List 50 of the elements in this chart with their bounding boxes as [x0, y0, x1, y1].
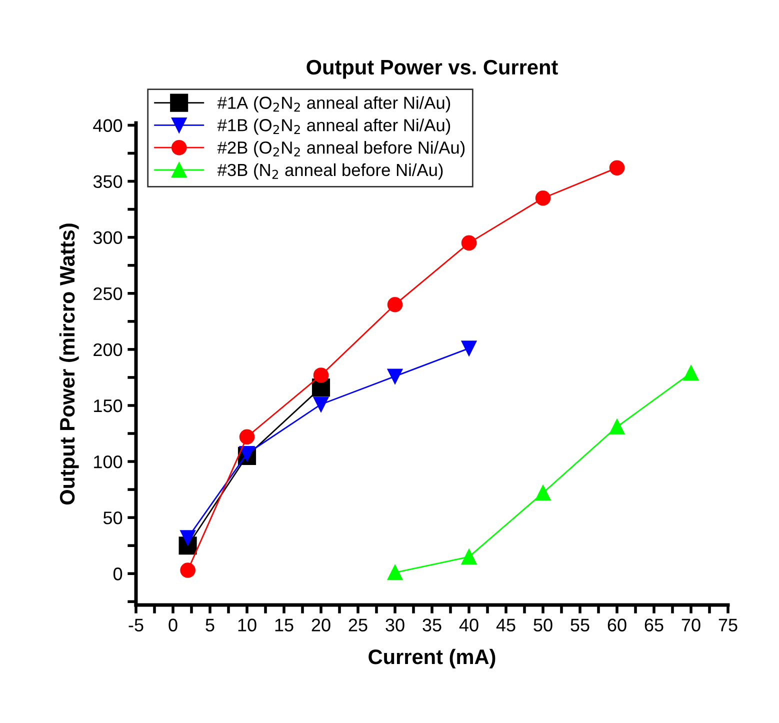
x-tick-label: 70 [682, 618, 700, 632]
y-tick-label: 250 [94, 287, 122, 300]
y-tick-label: 150 [94, 399, 122, 412]
legend-label: #1A (O$_{2}$N$_{2}$ anneal after Ni/Au) [217, 96, 450, 112]
chart-title: Output Power vs. Current [306, 60, 558, 79]
point [180, 562, 196, 578]
x-tick-label: 0 [168, 618, 178, 632]
x-tick-label: -5 [128, 618, 144, 632]
y-tick-label: 400 [93, 119, 122, 132]
point [683, 365, 699, 381]
legend-label: #1B (O$_{2}$N$_{2}$ anneal after Ni/Au) [217, 118, 450, 135]
x-tick-label: 10 [238, 618, 256, 632]
y-tick-label: 350 [93, 175, 122, 188]
x-tick-label: 5 [206, 618, 214, 632]
point [239, 429, 255, 444]
point [609, 160, 625, 176]
y-tick-label: 100 [94, 455, 122, 468]
point [461, 340, 477, 356]
point [180, 530, 196, 546]
point [313, 396, 329, 412]
x-tick-label: 55 [570, 618, 590, 632]
point [461, 549, 477, 564]
x-tick-label: 30 [386, 618, 404, 632]
legend-label: #2B (O$_{2}$N$_{2}$ anneal before Ni/Au) [217, 140, 465, 158]
x-tick-label: 50 [534, 618, 552, 632]
point [535, 190, 551, 206]
x-tick-label: 35 [422, 618, 442, 632]
x-tick-label: 60 [608, 618, 626, 632]
y-tick-label: 0 [113, 568, 122, 580]
point [609, 419, 625, 434]
x-tick-label: 45 [496, 618, 516, 632]
x-tick-label: 65 [644, 618, 664, 632]
x-tick-label: 25 [348, 618, 368, 632]
x-tick-label: 20 [312, 618, 330, 632]
point [387, 564, 403, 580]
x-tick-label: 40 [459, 618, 478, 632]
point [535, 485, 551, 501]
legend-label: #3B (N$_{2}$ anneal before Ni/Au) [217, 163, 443, 180]
point [313, 368, 329, 383]
y-axis-title: Output Power (mircro Watts) [59, 224, 79, 505]
point [387, 368, 403, 384]
point [387, 296, 403, 312]
x-axis-title: Current (mA) [368, 648, 496, 668]
y-tick-label: 200 [94, 343, 122, 356]
point [239, 446, 255, 462]
y-tick-label: 300 [93, 231, 122, 244]
x-tick-label: 15 [275, 618, 294, 632]
y-tick-label: 50 [103, 512, 122, 524]
x-tick-label: 75 [718, 618, 738, 632]
point [461, 235, 477, 251]
